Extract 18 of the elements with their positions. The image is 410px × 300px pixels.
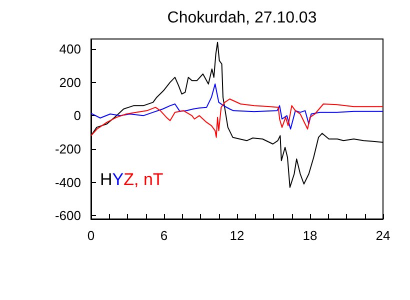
annotation: , nT (134, 170, 164, 189)
x-tick-label: 12 (230, 228, 244, 243)
x-tick-label: 0 (87, 228, 95, 243)
y-tick-label: 200 (59, 74, 81, 90)
line-series (90, 98, 384, 138)
y-tick-label: -600 (54, 208, 81, 224)
y-tick-label: -400 (54, 174, 81, 190)
y-tick-label: 400 (59, 42, 81, 56)
chart-title: Chokurdah, 27.10.03 (167, 10, 317, 26)
x-tick-label: 18 (302, 228, 318, 243)
x-tick-label: 6 (160, 228, 168, 243)
line-series (90, 84, 384, 130)
y-tick-label: -200 (54, 142, 81, 156)
text: H (100, 170, 112, 189)
text: Z (124, 170, 134, 189)
x-tick-label: 24 (376, 228, 390, 243)
y-tick-label: 0 (74, 108, 81, 124)
text: Y (112, 170, 124, 189)
